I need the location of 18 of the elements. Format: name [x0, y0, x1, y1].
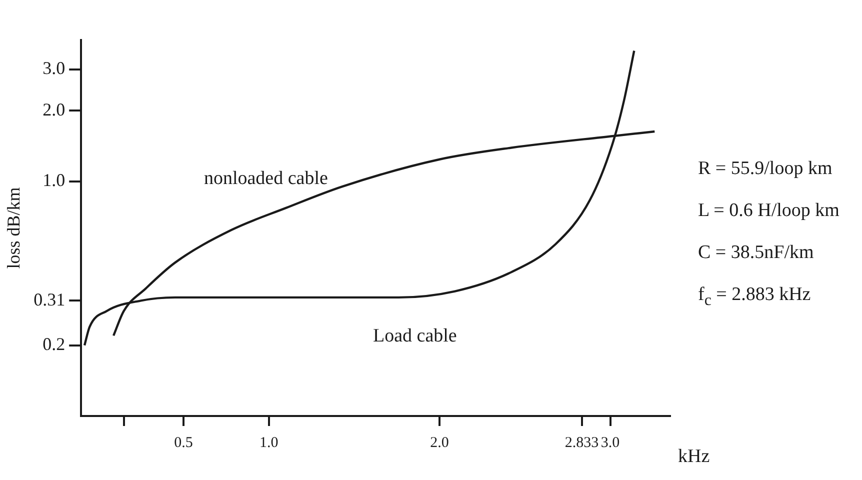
text: L = 0.6 H/loop km: [698, 199, 840, 223]
y-tick-label: 0.2: [42, 334, 66, 354]
y-axis-title: loss dB/km: [4, 187, 24, 269]
series-label: nonloaded cable: [204, 168, 328, 189]
y-tick-label: 3.0: [42, 58, 66, 78]
x-tick-label: 0.5: [174, 434, 193, 451]
series-label: Load cable: [372, 325, 457, 346]
text: R = 55.9/loop km: [698, 157, 834, 181]
y-tick-label: 0.31: [34, 289, 66, 310]
y-tick-label: 2.0: [42, 99, 66, 120]
x-tick-label: 2.833: [564, 434, 599, 451]
text: C = 38.5nF/km: [698, 241, 815, 265]
y-tick-label: 1.0: [42, 170, 66, 190]
x-tick-label: 3.0: [600, 434, 620, 451]
x-tick-label: 1.0: [259, 434, 278, 451]
text: f$_{c}$ = 2.883 kHz: [698, 283, 812, 311]
x-tick-label: 2.0: [430, 434, 449, 451]
x-axis-title: kHz: [678, 446, 710, 468]
